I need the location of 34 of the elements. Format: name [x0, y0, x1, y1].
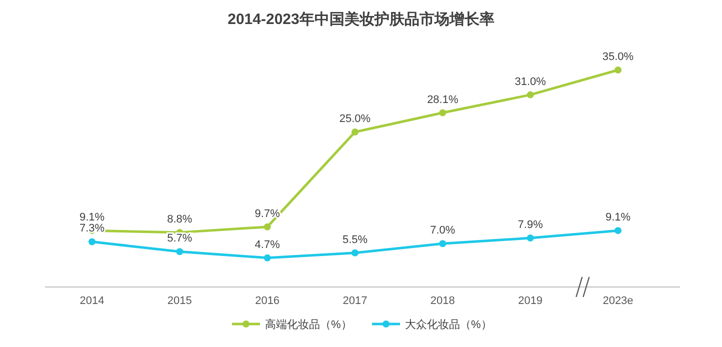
point: [88, 238, 96, 246]
point: [439, 240, 446, 248]
data-label: 4.7%: [254, 238, 280, 251]
data-label: 5.5%: [342, 234, 368, 246]
point: [526, 91, 534, 98]
x-tick-label: 2014: [80, 295, 104, 307]
legend-label: 高端化妆品（%）: [265, 318, 352, 331]
x-tick-label: 2019: [518, 295, 543, 307]
data-label: 9.1%: [79, 212, 105, 224]
data-label: 7.9%: [518, 219, 544, 232]
legend-label: 大众化妆品（%）: [405, 318, 492, 331]
data-label: 8.8%: [167, 213, 192, 226]
x-tick-label: 2018: [430, 295, 455, 307]
point: [264, 223, 271, 230]
point: [614, 227, 622, 234]
data-label: 28.1%: [427, 94, 458, 106]
point: [352, 249, 358, 256]
point: [439, 109, 446, 116]
data-label: 35.0%: [602, 51, 634, 63]
data-label: 31.0%: [514, 76, 546, 88]
data-label: 5.7%: [167, 232, 192, 245]
x-tick-label: 2015: [167, 295, 192, 307]
data-label: 25.0%: [339, 113, 371, 125]
point: [176, 248, 184, 256]
x-tick-label: 2016: [255, 295, 280, 307]
chart-title: 2014-2023年中国美妆护肤品市场增长率: [228, 10, 494, 28]
x-tick-label: 2017: [342, 295, 368, 307]
x-tick-label: 2023e: [602, 295, 634, 307]
point: [352, 128, 358, 136]
point: [264, 254, 271, 262]
data-label: 7.0%: [430, 224, 456, 237]
point: [526, 234, 534, 242]
data-label: 9.1%: [605, 212, 631, 224]
point: [614, 66, 622, 74]
